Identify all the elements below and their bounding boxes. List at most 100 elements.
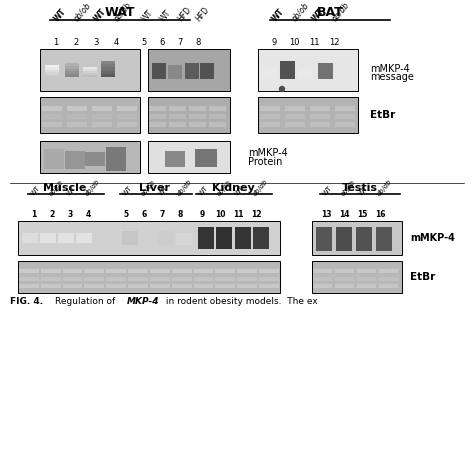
Text: Testis: Testis — [342, 183, 378, 193]
Bar — [19, 277, 39, 281]
Text: 10: 10 — [289, 38, 299, 47]
Text: 4: 4 — [85, 210, 91, 219]
Text: db/db: db/db — [84, 179, 101, 197]
Text: WT: WT — [322, 185, 333, 197]
Bar — [148, 97, 230, 133]
Bar — [83, 67, 97, 69]
Bar — [194, 277, 213, 281]
Text: ob/ob: ob/ob — [140, 179, 156, 197]
Bar — [259, 284, 279, 288]
Bar — [41, 284, 61, 288]
Bar — [313, 277, 332, 281]
Bar — [335, 106, 355, 111]
Text: HFD: HFD — [176, 5, 193, 23]
Bar — [83, 73, 97, 75]
Bar — [40, 97, 140, 133]
Text: 5: 5 — [123, 210, 128, 219]
Bar — [216, 284, 235, 288]
Text: ob/ob: ob/ob — [340, 179, 356, 197]
Bar — [83, 67, 97, 77]
Bar — [335, 122, 355, 127]
Bar — [83, 71, 97, 73]
Bar — [117, 106, 137, 111]
Bar — [101, 67, 115, 71]
Text: WAT: WAT — [105, 6, 135, 19]
Bar — [22, 233, 38, 243]
Text: db/db: db/db — [112, 0, 133, 23]
Bar — [335, 269, 354, 273]
Bar — [45, 70, 59, 72]
Bar — [310, 114, 330, 119]
Bar — [67, 114, 87, 119]
Bar — [318, 63, 333, 79]
Bar — [85, 152, 105, 166]
Bar — [117, 122, 137, 127]
Bar — [357, 284, 376, 288]
Text: 9: 9 — [200, 210, 205, 219]
Text: WT: WT — [198, 185, 210, 197]
Bar — [285, 114, 305, 119]
Bar — [259, 277, 279, 281]
Bar — [140, 233, 156, 245]
Text: 8: 8 — [177, 210, 182, 219]
Bar — [101, 74, 115, 77]
Text: WT: WT — [158, 8, 173, 23]
Text: WT: WT — [158, 185, 169, 197]
Bar — [335, 277, 354, 281]
Bar — [41, 277, 61, 281]
Text: message: message — [370, 72, 414, 82]
Bar — [148, 49, 230, 91]
Bar — [258, 49, 358, 91]
Bar — [158, 231, 174, 245]
Bar — [45, 72, 59, 74]
Text: WT: WT — [52, 7, 68, 23]
Bar — [335, 284, 354, 288]
Text: EtBr: EtBr — [370, 110, 395, 120]
Bar — [258, 97, 358, 133]
Bar — [84, 284, 104, 288]
Bar — [209, 106, 226, 111]
Bar — [379, 284, 398, 288]
Bar — [260, 122, 280, 127]
Text: db/db: db/db — [176, 179, 193, 197]
Bar — [83, 69, 97, 71]
Bar — [44, 149, 64, 169]
Bar — [149, 122, 166, 127]
Bar — [65, 66, 79, 69]
Text: in rodent obesity models.  The ex: in rodent obesity models. The ex — [163, 297, 318, 306]
Bar — [260, 114, 280, 119]
Bar — [312, 261, 402, 293]
Text: 11: 11 — [233, 210, 243, 219]
Text: 3: 3 — [67, 210, 73, 219]
Text: EtBr: EtBr — [410, 272, 435, 282]
Bar — [128, 269, 148, 273]
Bar — [185, 63, 199, 79]
Bar — [40, 141, 140, 173]
Bar — [237, 269, 257, 273]
Text: 8: 8 — [195, 38, 201, 47]
Text: WT: WT — [140, 8, 155, 23]
Bar — [45, 67, 59, 70]
Text: WT: WT — [234, 185, 246, 197]
Bar — [149, 114, 166, 119]
Bar — [285, 106, 305, 111]
Bar — [106, 284, 126, 288]
Bar — [41, 269, 61, 273]
Bar — [58, 233, 74, 243]
Text: 6: 6 — [141, 210, 146, 219]
Bar — [150, 277, 170, 281]
Text: 2: 2 — [49, 210, 55, 219]
Bar — [262, 67, 277, 79]
Bar — [310, 106, 330, 111]
Bar — [259, 269, 279, 273]
Bar — [379, 269, 398, 273]
Bar — [198, 227, 214, 249]
Bar — [65, 74, 79, 77]
Text: 13: 13 — [321, 210, 331, 219]
Bar — [45, 65, 59, 77]
Bar — [235, 227, 251, 249]
Text: mMKP-4: mMKP-4 — [248, 148, 288, 158]
Bar — [336, 227, 352, 251]
Bar — [200, 63, 214, 79]
Bar — [172, 284, 191, 288]
